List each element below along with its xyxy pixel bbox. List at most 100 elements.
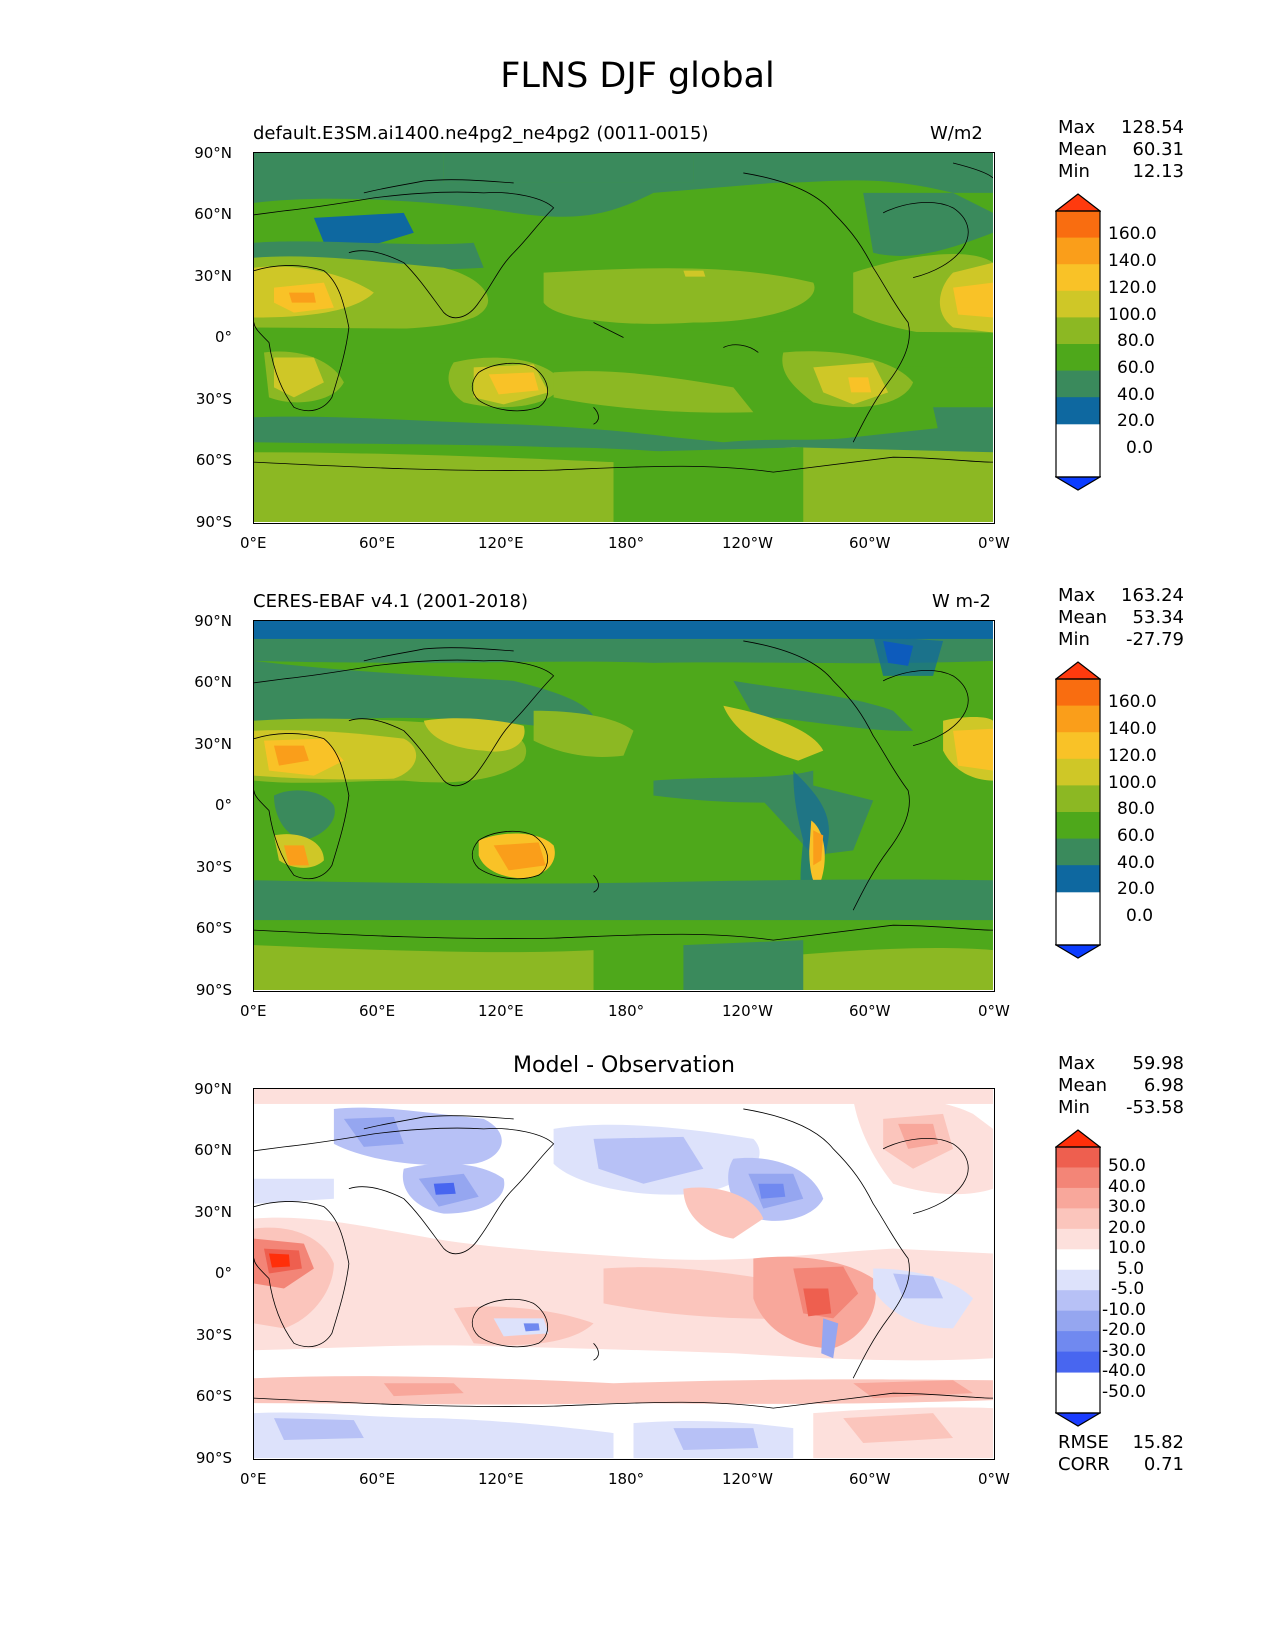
p1-lat-30s: 30°S [195, 390, 232, 408]
p1-lat-90n: 90°N [194, 144, 232, 162]
p2-cbar-40: 40.0 [1117, 853, 1155, 873]
p2-cbar-80: 80.0 [1117, 799, 1155, 819]
p3-lat-30n: 30°N [194, 1203, 232, 1221]
p3-max-label: Max [1058, 1053, 1096, 1074]
p2-lat-30s: 30°S [195, 858, 232, 876]
p2-lat-30n: 30°N [194, 735, 232, 753]
colorbar-segment [1056, 1310, 1100, 1332]
p3-cbar-neg50: -50.0 [1102, 1382, 1146, 1402]
p2-cbar-0: 0.0 [1126, 906, 1154, 926]
p3-cbar-50: 50.0 [1108, 1156, 1146, 1176]
p3-corr-label: CORR [1058, 1454, 1110, 1475]
p3-mean-value: 6.98 [1143, 1075, 1184, 1096]
colorbar-segment [1056, 1147, 1100, 1168]
p3-cbar-neg20: -20.0 [1102, 1320, 1146, 1340]
colorbar-segment [1056, 785, 1100, 813]
panel1-stats: Max 128.54 Mean 60.31 Min 12.13 [1058, 117, 1184, 183]
p3-lon-0e: 0°E [240, 1470, 267, 1488]
colorbar-segment [1056, 732, 1100, 760]
p1-cbar-20: 20.0 [1117, 411, 1155, 431]
p3-cbar-40: 40.0 [1108, 1177, 1146, 1197]
p2-lon-0e: 0°E [240, 1002, 267, 1020]
colorbar-segment [1056, 237, 1100, 265]
p3-cbar-neg5: -5.0 [1111, 1279, 1145, 1299]
p1-lon-120e: 120°E [478, 534, 524, 552]
p2-lat-0: 0° [214, 796, 232, 814]
figure-title: FLNS DJF global [500, 56, 775, 96]
p3-lat-90s: 90°S [195, 1449, 232, 1467]
p1-mean-label: Mean [1058, 139, 1108, 160]
p3-lon-0w: 0°W [978, 1470, 1010, 1488]
p1-lat-60s: 60°S [195, 451, 232, 469]
p2-lon-120w: 120°W [722, 1002, 773, 1020]
p1-cbar-0: 0.0 [1126, 438, 1154, 458]
p1-cbar-160: 160.0 [1108, 224, 1157, 244]
p3-cbar-10: 10.0 [1108, 1238, 1146, 1258]
p1-lat-60n: 60°N [194, 205, 232, 223]
panel2-left-title: CERES-EBAF v4.1 (2001-2018) [253, 591, 529, 612]
p1-cbar-120: 120.0 [1108, 278, 1157, 298]
panel1-units: W/m2 [930, 123, 983, 144]
colorbar-segment [1056, 317, 1100, 345]
panel1-map [253, 152, 995, 524]
colorbar-segment [1056, 1331, 1100, 1353]
colorbar-segment [1056, 211, 1100, 239]
p2-max-value: 163.24 [1121, 585, 1184, 606]
p2-lat-60s: 60°S [195, 919, 232, 937]
p2-lon-60w: 60°W [849, 1002, 891, 1020]
panel3-map [253, 1088, 995, 1460]
p3-cbar-5: 5.0 [1117, 1259, 1145, 1279]
p2-mean-value: 53.34 [1132, 607, 1184, 628]
p1-cbar-100: 100.0 [1108, 305, 1157, 325]
p1-lat-90s: 90°S [195, 513, 232, 531]
p3-corr-value: 0.71 [1143, 1454, 1184, 1475]
p1-mean-value: 60.31 [1132, 139, 1184, 160]
p2-max-label: Max [1058, 585, 1096, 606]
panel1-left-title: default.E3SM.ai1400.ne4pg2_ne4pg2 (0011-… [253, 123, 709, 144]
p2-lon-180: 180° [608, 1002, 645, 1020]
p2-cbar-160: 160.0 [1108, 692, 1157, 712]
p3-cbar-neg30: -30.0 [1102, 1341, 1146, 1361]
p2-mean-label: Mean [1058, 607, 1108, 628]
p2-cbar-120: 120.0 [1108, 746, 1157, 766]
p1-cbar-40: 40.0 [1117, 385, 1155, 405]
p3-rmse-value: 15.82 [1132, 1432, 1184, 1453]
p2-min-label: Min [1058, 629, 1090, 650]
p2-cbar-60: 60.0 [1117, 826, 1155, 846]
p2-cbar-20: 20.0 [1117, 879, 1155, 899]
p3-lat-90n: 90°N [194, 1080, 232, 1098]
p2-lon-60e: 60°E [359, 1002, 396, 1020]
colorbar-segment [1056, 865, 1100, 893]
p1-min-value: 12.13 [1132, 161, 1184, 182]
p1-lon-60w: 60°W [849, 534, 891, 552]
colorbar-segment [1056, 1351, 1100, 1373]
colorbar-segment [1056, 397, 1100, 425]
p2-lat-60n: 60°N [194, 673, 232, 691]
colorbar-segment [1056, 1249, 1100, 1271]
p2-lon-120e: 120°E [478, 1002, 524, 1020]
p1-lat-0: 0° [214, 328, 232, 346]
p3-lon-120e: 120°E [478, 1470, 524, 1488]
p2-lat-90n: 90°N [194, 612, 232, 630]
p1-max-value: 128.54 [1121, 117, 1184, 138]
p3-min-value: -53.58 [1125, 1097, 1184, 1118]
panel2-units: W m-2 [932, 591, 992, 612]
panel3-title: Model - Observation [513, 1053, 735, 1078]
p3-lon-180: 180° [608, 1470, 645, 1488]
colorbar-segment [1056, 1228, 1100, 1250]
p3-lat-60s: 60°S [195, 1387, 232, 1405]
colorbar-segment [1056, 679, 1100, 707]
p1-lon-60e: 60°E [359, 534, 396, 552]
p2-lat-90s: 90°S [195, 981, 232, 999]
p2-cbar-100: 100.0 [1108, 773, 1157, 793]
p3-cbar-20: 20.0 [1108, 1218, 1146, 1238]
p3-cbar-30: 30.0 [1108, 1197, 1146, 1217]
colorbar-segment [1056, 1187, 1100, 1209]
p3-mean-label: Mean [1058, 1075, 1108, 1096]
panel2-stats: Max 163.24 Mean 53.34 Min -27.79 [1058, 585, 1184, 651]
p3-lon-120w: 120°W [722, 1470, 773, 1488]
p3-lat-30s: 30°S [195, 1326, 232, 1344]
p3-lon-60w: 60°W [849, 1470, 891, 1488]
colorbar-segment [1056, 705, 1100, 733]
p3-lon-60e: 60°E [359, 1470, 396, 1488]
